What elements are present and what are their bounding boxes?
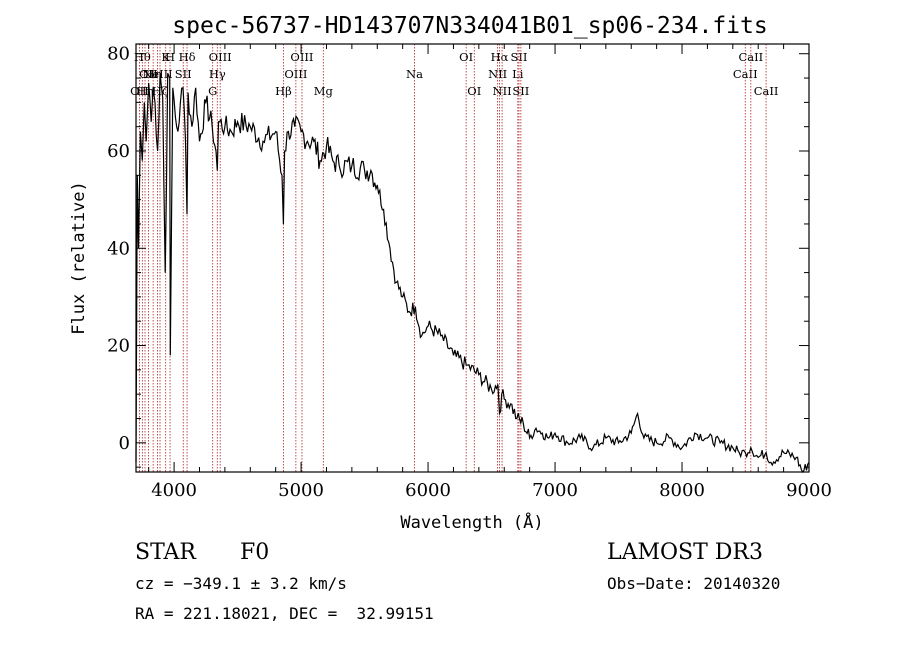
line-marker-label: Na [406,67,423,81]
line-marker-label: CaII [733,67,758,81]
line-marker-label: CaII [738,50,763,64]
line-marker-label: OIII [209,50,232,64]
redshift-readout: cz = −349.1 ± 3.2 km/s [135,574,347,593]
axis-ticks: 4000 5000 6000 7000 8000 9000 0 20 40 60 80 [107,44,832,501]
line-marker-label: OII [130,84,149,98]
line-marker-label: SII [512,84,529,98]
x-tick-label: 9000 [786,480,832,501]
line-marker-label: SII [510,50,527,64]
chart-title: spec-56737-HD143707N334041B01_sp06-234.f… [172,13,767,39]
y-tick-label: 60 [107,141,130,162]
y-tick-label: 80 [107,44,130,65]
line-marker-label: Hα [491,50,509,64]
plot-frame [135,43,810,473]
line-marker-label: NeIII [142,67,173,81]
object-class: STAR [135,540,196,565]
line-marker-label: Li [512,67,524,81]
y-tick-label: 20 [107,336,130,357]
line-marker-label: NII [488,67,507,81]
survey-label: LAMOST DR3 [607,540,763,565]
line-marker-label: OI [467,84,481,98]
line-marker-label: Hγ [209,67,226,81]
x-axis-label: Wavelength (Å) [400,511,543,533]
line-marker-label: Hβ [275,84,292,98]
line-marker-label: NII [493,84,512,98]
x-tick-label: 5000 [278,480,324,501]
line-marker-label: SII [175,67,192,81]
line-marker-label: OI [459,50,473,64]
line-marker-label: CaII [754,84,779,98]
spectrum-line [135,72,810,474]
coordinates: RA = 221.18021, DEC = 32.99151 [135,604,434,623]
line-marker-label: Mg [314,84,334,98]
line-marker-label: OIII [290,50,313,64]
x-tick-label: 4000 [151,480,197,501]
y-tick-label: 0 [119,433,130,454]
line-marker-label: K [161,50,170,64]
line-marker-label: Hδ [179,50,196,64]
object-subclass: F0 [240,540,270,565]
line-markers: OIIHθHηOIIHηNeIIIHζKHSIIHδGHγOIIIHβOIIIO… [130,44,778,472]
x-tick-label: 8000 [659,480,705,501]
y-axis-label: Flux (relative) [69,181,89,335]
y-tick-label: 40 [107,238,130,259]
line-marker-label: G [208,84,217,98]
x-tick-label: 7000 [532,480,578,501]
x-tick-label: 6000 [405,480,451,501]
obs-date: Obs−Date: 20140320 [607,574,781,593]
line-marker-label: H [165,50,175,64]
line-marker-label: OIII [284,67,307,81]
